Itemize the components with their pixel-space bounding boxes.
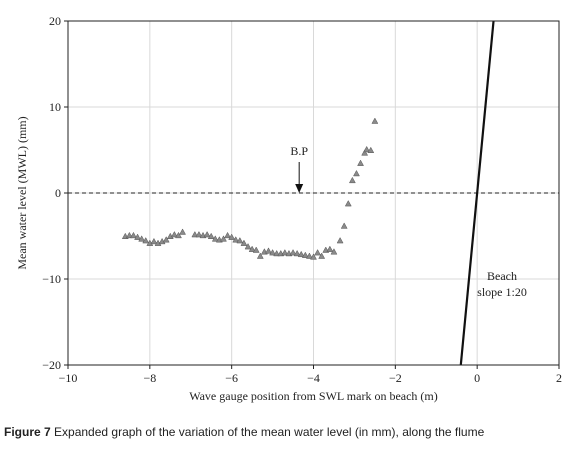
data-point (211, 235, 219, 242)
x-tick-label: −10 (59, 371, 78, 385)
data-point (314, 249, 322, 256)
data-point (240, 239, 248, 246)
data-point (336, 237, 344, 244)
data-point (224, 231, 231, 239)
data-point (293, 249, 301, 257)
data-point (256, 252, 264, 259)
x-tick-label: 0 (474, 371, 480, 385)
bp-arrow-head (295, 184, 304, 193)
data-point (305, 252, 313, 259)
x-tick-label: −8 (143, 371, 156, 385)
bp-label: B.P (290, 144, 308, 158)
y-axis-label: Mean water level (MWL) (mm) (15, 116, 29, 269)
caption-text: Expanded graph of the variation of the m… (50, 425, 485, 439)
data-point (371, 117, 379, 124)
data-point (175, 231, 182, 239)
y-tick-label: −20 (42, 358, 61, 372)
x-tick-label: 2 (556, 371, 562, 385)
data-point (297, 250, 305, 258)
data-point (340, 222, 348, 229)
data-point (252, 246, 260, 253)
annotations: B.P Beach slope 1:20 (290, 144, 527, 299)
y-tick-label: 0 (55, 186, 61, 200)
data-point (179, 228, 186, 235)
data-point (142, 237, 150, 244)
y-tick-label: 10 (49, 100, 61, 114)
data-point (130, 231, 137, 239)
data-point (269, 249, 277, 256)
x-axis: −10 −8 −6 −4 −2 0 2 (59, 365, 562, 385)
data-point (232, 236, 240, 243)
data-point (310, 253, 317, 260)
data-point (195, 231, 203, 238)
data-point (326, 245, 334, 252)
data-point (236, 237, 244, 244)
figure-caption: Figure 7 Expanded graph of the variation… (4, 425, 576, 439)
beach-slope-label: slope 1:20 (477, 285, 527, 299)
beach-line (459, 20, 495, 366)
data-point (248, 245, 256, 252)
data-point (361, 149, 369, 156)
data-point (265, 247, 272, 254)
data-point (170, 231, 178, 238)
beach-slope-line (459, 20, 495, 366)
data-point (125, 231, 133, 239)
x-axis-label: Wave gauge position from SWL mark on bea… (189, 389, 438, 403)
data-point (301, 251, 309, 258)
data-point (330, 248, 338, 255)
data-point (353, 169, 360, 177)
x-tick-label: −2 (389, 371, 402, 385)
data-point (273, 249, 281, 257)
data-point (138, 235, 146, 242)
data-point (134, 233, 141, 240)
data-point (150, 237, 158, 245)
data-point (318, 252, 326, 259)
data-point (220, 235, 227, 242)
data-point (162, 236, 170, 243)
x-tick-label: −6 (225, 371, 238, 385)
data-point (367, 146, 375, 153)
x-tick-label: −4 (307, 371, 320, 385)
data-point (281, 249, 289, 256)
caption-label: Figure 7 (4, 425, 51, 439)
y-axis: −20 −10 0 10 20 (42, 14, 68, 372)
data-point (357, 159, 364, 166)
data-point (203, 231, 211, 238)
y-tick-label: −10 (42, 272, 61, 286)
data-point (191, 231, 199, 238)
data-point (344, 200, 352, 207)
beach-label: Beach (487, 269, 517, 283)
data-point (363, 145, 371, 153)
data-point (228, 233, 236, 240)
data-point (207, 232, 215, 239)
data-point (244, 243, 252, 250)
data-series (121, 117, 379, 260)
data-point (348, 176, 356, 184)
data-point (289, 249, 297, 256)
y-tick-label: 20 (49, 14, 61, 28)
